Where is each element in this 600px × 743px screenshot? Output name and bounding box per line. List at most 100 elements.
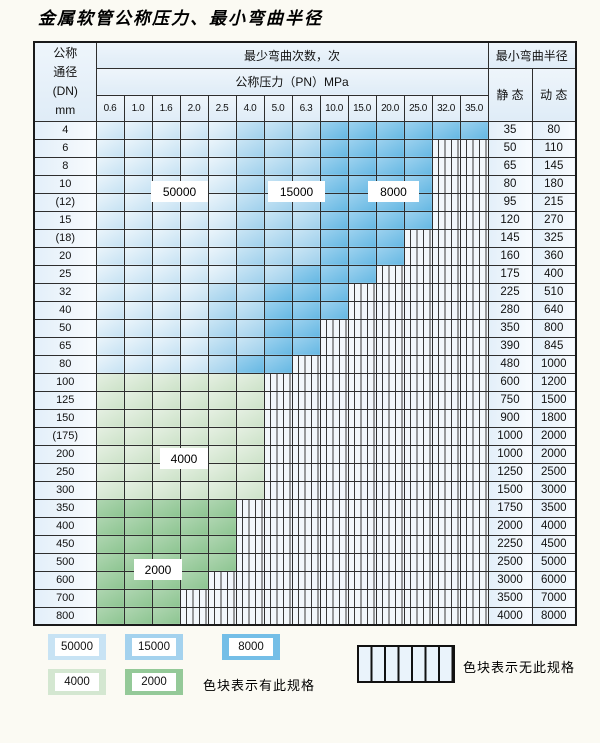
static-radius-cell: 1500	[487, 480, 533, 500]
table-row: 500 2500 5000	[33, 552, 577, 572]
spec-cell-15000	[235, 264, 265, 284]
no-spec-cell	[431, 210, 461, 230]
dynamic-radius-cell: 6000	[531, 570, 577, 590]
spec-cell-8000	[347, 228, 377, 248]
legend-swatch-label: 2000	[132, 673, 176, 691]
no-spec-cell	[235, 588, 265, 608]
no-spec-cell	[375, 606, 405, 626]
static-radius-cell: 3500	[487, 588, 533, 608]
no-spec-cell	[403, 264, 433, 284]
spec-cell-2000	[123, 498, 153, 518]
no-spec-cell	[403, 462, 433, 482]
spec-cell-8000	[319, 156, 349, 176]
spec-cell-4000	[95, 372, 125, 392]
spec-cell-2000	[179, 498, 209, 518]
legend-swatch-label: 8000	[229, 638, 273, 656]
spec-cell-4000	[123, 480, 153, 500]
spec-cell-4000	[235, 372, 265, 392]
no-spec-cell	[375, 336, 405, 356]
spec-cell-8000	[403, 120, 433, 140]
no-spec-cell	[291, 534, 321, 554]
table-row: 150 900 1800	[33, 408, 577, 428]
no-spec-cell	[179, 588, 209, 608]
no-spec-cell	[459, 354, 489, 374]
pressure-tick: 10.0	[319, 94, 349, 122]
table-row: 200 1000 2000	[33, 444, 577, 464]
spec-cell-8000	[263, 354, 293, 374]
spec-cell-15000	[291, 228, 321, 248]
dn-cell: 125	[33, 390, 97, 410]
spec-cell-50000	[151, 138, 181, 158]
no-spec-cell	[375, 264, 405, 284]
no-spec-cell	[431, 372, 461, 392]
pressure-tick: 1.6	[151, 94, 181, 122]
no-spec-cell	[347, 336, 377, 356]
spec-cell-15000	[207, 318, 237, 338]
no-spec-cell	[319, 390, 349, 410]
spec-cell-50000	[123, 228, 153, 248]
spec-cell-15000	[263, 210, 293, 230]
spec-cell-50000	[179, 264, 209, 284]
table-row: 600 3000 6000	[33, 570, 577, 590]
no-spec-cell	[347, 318, 377, 338]
no-spec-note: 色块表示无此规格	[463, 660, 576, 675]
no-spec-cell	[347, 390, 377, 410]
spec-cell-50000	[95, 300, 125, 320]
no-spec-cell	[375, 498, 405, 518]
no-spec-cell	[431, 264, 461, 284]
spec-cell-2000	[123, 534, 153, 554]
static-radius-cell: 1250	[487, 462, 533, 482]
no-spec-cell	[319, 570, 349, 590]
spec-cell-8000	[263, 336, 293, 356]
dynamic-radius-cell: 1200	[531, 372, 577, 392]
pressure-tick: 2.5	[207, 94, 237, 122]
static-radius-cell: 600	[487, 372, 533, 392]
spec-cell-4000	[95, 408, 125, 428]
spec-cell-2000	[151, 534, 181, 554]
no-spec-cell	[291, 480, 321, 500]
no-spec-cell	[291, 516, 321, 536]
spec-cell-50000	[95, 156, 125, 176]
spec-cell-4000	[235, 462, 265, 482]
spec-cell-50000	[207, 264, 237, 284]
spec-cell-2000	[151, 498, 181, 518]
spec-cell-8000	[403, 156, 433, 176]
no-spec-cell	[459, 138, 489, 158]
dn-cell: 50	[33, 318, 97, 338]
no-spec-cell	[375, 516, 405, 536]
static-radius-cell: 900	[487, 408, 533, 428]
no-spec-cell	[375, 534, 405, 554]
spec-cell-2000	[123, 588, 153, 608]
spec-cell-8000	[347, 264, 377, 284]
spec-cell-4000	[95, 444, 125, 464]
no-spec-cell	[347, 300, 377, 320]
no-spec-cell	[431, 534, 461, 554]
spec-cell-50000	[207, 246, 237, 266]
no-spec-cell	[347, 462, 377, 482]
no-spec-cell	[431, 606, 461, 626]
no-spec-cell	[263, 534, 293, 554]
no-spec-cell	[459, 588, 489, 608]
spec-cell-50000	[207, 192, 237, 212]
spec-cell-50000	[207, 174, 237, 194]
spec-cell-4000	[235, 426, 265, 446]
spec-cell-50000	[179, 210, 209, 230]
spec-cell-50000	[123, 282, 153, 302]
no-spec-cell	[431, 516, 461, 536]
no-spec-cell	[319, 516, 349, 536]
dn-header-line: (DN)	[52, 83, 78, 98]
spec-cell-50000	[151, 228, 181, 248]
dn-cell: 500	[33, 552, 97, 572]
no-spec-cell	[459, 228, 489, 248]
spec-cell-2000	[179, 570, 209, 590]
spec-cell-2000	[95, 570, 125, 590]
spec-cell-50000	[179, 336, 209, 356]
spec-cell-4000	[207, 408, 237, 428]
spec-cell-8000	[319, 228, 349, 248]
table-row: 700 3500 7000	[33, 588, 577, 608]
spec-cell-15000	[235, 282, 265, 302]
no-spec-cell	[459, 516, 489, 536]
pressure-tick: 25.0	[403, 94, 433, 122]
spec-cell-8000	[375, 138, 405, 158]
static-radius-cell: 80	[487, 174, 533, 194]
